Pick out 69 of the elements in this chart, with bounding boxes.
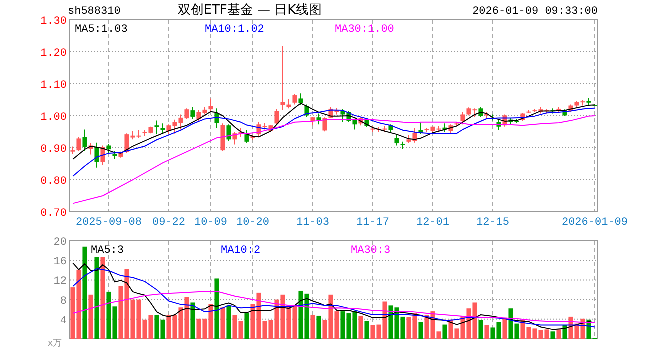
bar (484, 325, 490, 339)
bar (220, 308, 226, 339)
bar (556, 330, 562, 339)
text: sh588310 (68, 6, 121, 18)
x-tick-label: 10-09 (194, 217, 228, 229)
x-tick-label: 10-20 (236, 217, 270, 229)
y-axis-title: x万 (48, 339, 62, 349)
candlestick (292, 94, 298, 106)
bar (502, 318, 508, 339)
line-series (72, 116, 596, 204)
bar (316, 316, 322, 339)
candlestick (76, 136, 82, 152)
x-tick-label: 2026-01-09 (562, 217, 628, 229)
line-series (72, 108, 596, 177)
bar (310, 314, 316, 339)
candlestick (208, 98, 214, 113)
candlestick (322, 117, 328, 132)
y-tick-label: 12 (54, 276, 67, 288)
candlestick (394, 134, 400, 146)
candlestick (190, 106, 196, 120)
y-tick-label: 0.90 (40, 144, 67, 156)
y-tick-label: 1.20 (40, 48, 67, 60)
bar (550, 332, 556, 339)
text: MA30:1.00 (335, 24, 394, 36)
bar (82, 246, 88, 339)
y-tick-label: 16 (54, 256, 67, 269)
bar (364, 321, 370, 339)
bar (88, 294, 94, 339)
y-tick-label: 4 (60, 315, 68, 328)
bar (442, 324, 448, 339)
y-tick-label: 8 (60, 296, 67, 308)
y-tick-label: 20 (54, 237, 67, 249)
candlestick (298, 93, 304, 106)
bar (478, 320, 484, 339)
candlestick (160, 123, 166, 134)
text: MA10:1.02 (205, 24, 264, 36)
bar (418, 322, 424, 339)
series-label: MA5:3 (91, 245, 124, 257)
x-tick-label: 11-03 (296, 217, 330, 229)
line-series (72, 290, 596, 324)
y-tick-label: 1.10 (40, 80, 67, 92)
x-tick-label: 09-22 (152, 217, 186, 229)
bar (94, 257, 100, 339)
text: MA5:1.03 (75, 24, 128, 36)
bar (244, 314, 250, 339)
bar (190, 302, 196, 339)
x-tick-label: 2025-09-08 (76, 217, 142, 229)
candlestick (82, 129, 88, 152)
candlestick (226, 124, 232, 142)
x-tick-label: 11-17 (356, 217, 390, 229)
y-tick-label: 0.70 (40, 208, 67, 220)
x-tick-label: 12-01 (416, 217, 450, 229)
chart-title: 双创ETF基金 — 日K线图 (178, 3, 322, 18)
y-tick-label: 0.80 (40, 176, 67, 188)
candlestick (460, 112, 466, 126)
candlestick (244, 130, 250, 144)
text: MA10:2 (221, 245, 261, 257)
candlestick (154, 120, 160, 136)
text: MA30:3 (351, 245, 391, 257)
bar (226, 306, 232, 339)
x-tick-label: 12-15 (476, 217, 510, 229)
y-tick-label: 1.30 (40, 16, 67, 28)
bar (358, 316, 364, 339)
candlestick (274, 108, 280, 126)
y-tick-label: 1.00 (40, 112, 67, 124)
candlestick (94, 142, 100, 168)
text: 2026-01-09 09:33:00 (472, 6, 598, 18)
bar (214, 278, 220, 339)
bar (100, 257, 106, 339)
